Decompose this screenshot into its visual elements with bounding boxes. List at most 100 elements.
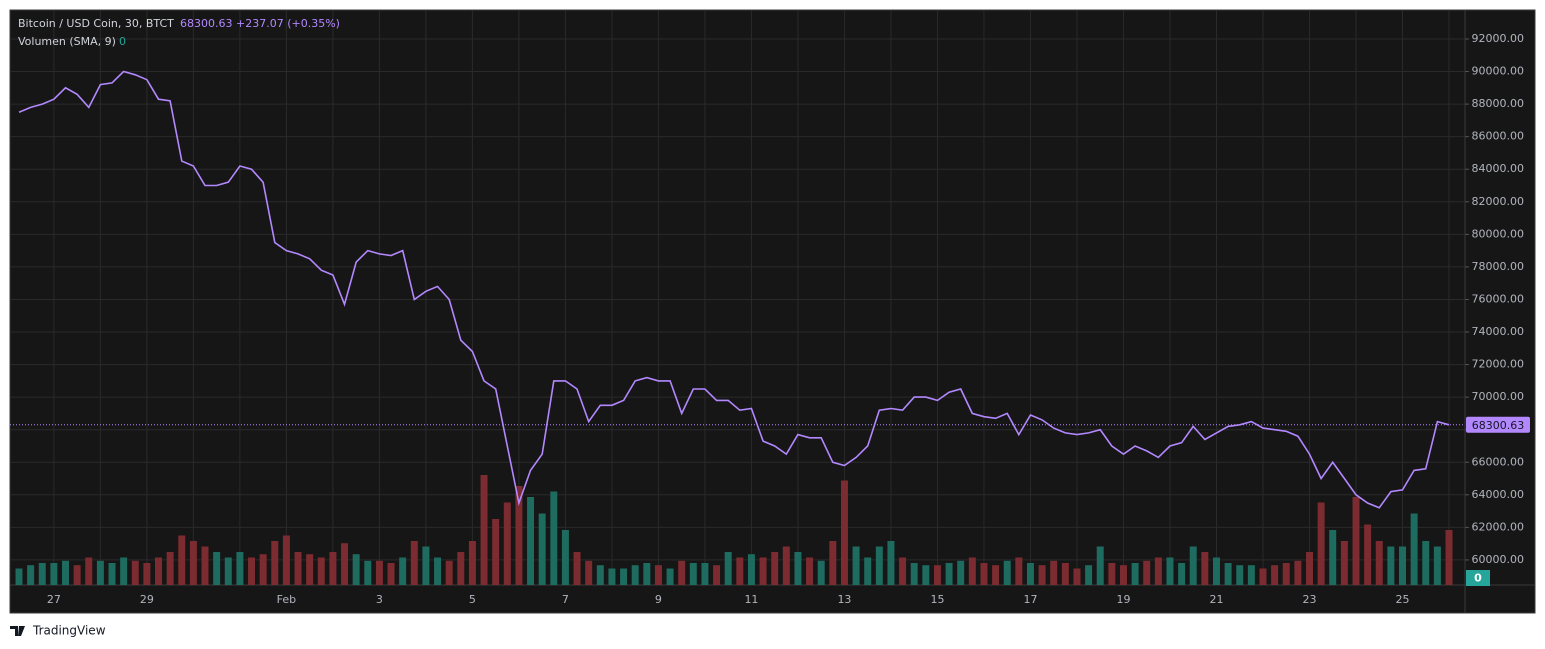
volume-bar <box>1143 560 1151 585</box>
volume-bar <box>1422 541 1430 585</box>
volume-bar <box>317 557 325 585</box>
volume-bar <box>38 563 46 585</box>
volume-bar <box>910 563 918 585</box>
volume-bar <box>1352 497 1360 585</box>
volume-bar <box>375 560 383 585</box>
volume-bar <box>1073 568 1081 585</box>
volume-bar <box>933 565 941 585</box>
volume-bar <box>422 546 430 585</box>
volume-bar <box>201 546 209 585</box>
volume-bar <box>387 563 395 585</box>
volume-bar <box>1340 541 1348 585</box>
volume-bar <box>1026 563 1034 585</box>
volume-bar <box>1329 530 1337 585</box>
volume-legend: Volumen (SMA, 9) <box>18 35 116 48</box>
volume-bar <box>294 552 302 585</box>
x-tick-label: Feb <box>277 593 296 606</box>
volume-bar <box>166 552 174 585</box>
volume-bar <box>73 565 81 585</box>
volume-bar <box>1166 557 1174 585</box>
volume-bar <box>155 557 162 585</box>
volume-bar <box>15 568 23 585</box>
y-tick-label: 64000.00 <box>1472 488 1525 501</box>
volume-bar <box>468 541 476 585</box>
volume-badge <box>1466 570 1490 586</box>
volume-bar <box>957 560 965 585</box>
volume-bar <box>1224 563 1232 585</box>
y-tick-label: 62000.00 <box>1472 520 1525 533</box>
volume-bar <box>480 475 488 585</box>
x-tick-label: 29 <box>140 593 154 606</box>
volume-bar <box>306 554 314 585</box>
volume-bar <box>1050 560 1058 585</box>
volume-bar <box>120 557 128 585</box>
volume-bar <box>108 563 116 585</box>
volume-bar <box>840 480 848 585</box>
y-tick-label: 86000.00 <box>1472 130 1525 143</box>
volume-bar <box>945 563 953 585</box>
volume-bar <box>213 552 221 585</box>
volume-bar <box>899 557 907 585</box>
volume-bar <box>747 554 755 585</box>
volume-bar <box>875 546 883 585</box>
brand: TradingView <box>32 624 106 638</box>
volume-bar <box>724 552 732 585</box>
price-change: +237.07 (+0.35%) <box>236 17 340 30</box>
volume-bar <box>399 557 407 585</box>
volume-bar <box>1387 546 1395 585</box>
y-tick-label: 72000.00 <box>1472 358 1525 371</box>
volume-bar <box>236 552 244 585</box>
x-tick-label: 27 <box>47 593 61 606</box>
volume-bar <box>1212 557 1220 585</box>
y-tick-label: 66000.00 <box>1472 455 1525 468</box>
volume-bar <box>701 563 709 585</box>
volume-bar <box>1038 565 1046 585</box>
x-tick-label: 19 <box>1116 593 1130 606</box>
volume-bar <box>620 568 628 585</box>
volume-bar <box>1247 565 1255 585</box>
volume-bar <box>689 563 697 585</box>
symbol-title: Bitcoin / USD Coin, 30, BTCT <box>18 17 174 30</box>
volume-bar <box>573 552 581 585</box>
volume-legend-value: 0 <box>119 35 126 48</box>
brand-logo <box>10 626 25 636</box>
volume-bar <box>1294 560 1302 585</box>
volume-bar <box>852 546 860 585</box>
volume-bar <box>96 560 104 585</box>
price-line <box>18 70 1450 509</box>
volume-bar <box>596 565 604 585</box>
volume-bar <box>457 552 465 585</box>
volume-bar <box>1085 565 1093 585</box>
volume-bar <box>864 557 872 585</box>
volume-bar <box>1201 552 1209 585</box>
y-tick-label: 76000.00 <box>1472 292 1525 305</box>
volume-bar <box>1236 565 1244 585</box>
volume-bar <box>1061 563 1069 585</box>
y-tick-label: 74000.00 <box>1472 325 1525 338</box>
chart-frame <box>9 9 1536 614</box>
volume-bar <box>1003 560 1011 585</box>
volume-bar <box>806 557 814 585</box>
volume-bar <box>282 535 290 585</box>
volume-bar <box>736 557 744 585</box>
volume-bar <box>50 563 58 585</box>
volume-bar <box>713 565 721 585</box>
volume-bar <box>585 560 593 585</box>
volume-bar <box>271 541 279 585</box>
volume-bar <box>980 563 988 585</box>
volume-bar <box>515 486 523 585</box>
volume-bar <box>1108 563 1116 585</box>
volume-bar <box>445 560 453 585</box>
x-tick-label: 7 <box>562 593 569 606</box>
x-tick-label: 13 <box>837 593 851 606</box>
last-price: 68300.63 <box>180 17 233 30</box>
volume-bar <box>561 530 569 585</box>
volume-bar <box>352 554 360 585</box>
y-tick-label: 92000.00 <box>1472 32 1525 45</box>
volume-bar <box>492 519 500 585</box>
last-price-badge-label: 68300.63 <box>1472 419 1525 432</box>
volume-bar <box>189 541 197 585</box>
volume-bar <box>538 513 546 585</box>
volume-bar <box>85 557 93 585</box>
